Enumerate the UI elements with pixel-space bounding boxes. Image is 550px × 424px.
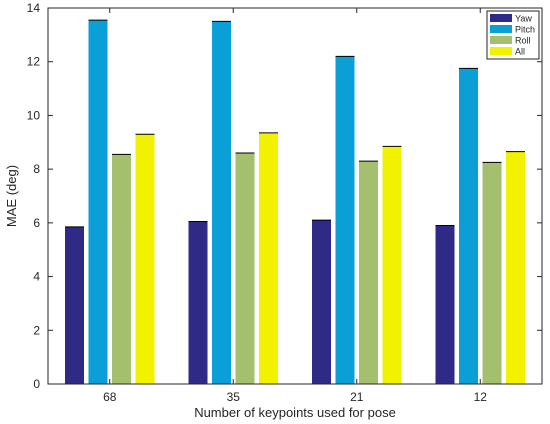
bar-yaw-12 xyxy=(435,225,455,384)
bar-roll-12 xyxy=(482,162,502,384)
x-tick-label: 12 xyxy=(474,390,488,404)
x-tick-label: 35 xyxy=(227,390,241,404)
bars-group xyxy=(65,19,525,385)
legend-swatch-all xyxy=(490,47,512,55)
bar-all-68 xyxy=(135,134,155,384)
x-tick-label: 68 xyxy=(103,390,117,404)
x-axis: 68 35 21 12 xyxy=(103,8,487,404)
bar-pitch-35 xyxy=(212,21,231,385)
bar-pitch-68 xyxy=(88,20,108,384)
legend-label-yaw: Yaw xyxy=(515,14,532,24)
legend-label-all: All xyxy=(515,47,525,57)
y-tick-label: 0 xyxy=(33,377,40,391)
bar-yaw-35 xyxy=(188,221,208,384)
y-tick-label: 4 xyxy=(33,270,40,284)
y-axis-label: MAE (deg) xyxy=(4,165,19,227)
bar-roll-21 xyxy=(359,161,378,384)
bar-pitch-12 xyxy=(459,68,478,384)
bar-roll-35 xyxy=(235,153,255,384)
bar-all-35 xyxy=(259,132,278,384)
bar-pitch-21 xyxy=(335,56,355,384)
y-tick-label: 12 xyxy=(27,55,41,69)
y-tick-label: 8 xyxy=(33,162,40,176)
legend-swatch-roll xyxy=(490,36,512,44)
y-tick-label: 6 xyxy=(33,216,40,230)
y-tick-label: 2 xyxy=(33,323,40,337)
legend-swatch-pitch xyxy=(490,25,512,33)
bar-roll-68 xyxy=(112,154,131,384)
legend-swatch-yaw xyxy=(490,14,512,22)
bar-yaw-21 xyxy=(312,220,331,384)
bar-all-21 xyxy=(382,146,402,384)
legend-label-pitch: Pitch xyxy=(515,25,535,35)
x-axis-label: Number of keypoints used for pose xyxy=(194,405,396,420)
legend-label-roll: Roll xyxy=(515,36,531,46)
plot-frame xyxy=(47,7,543,385)
y-tick-label: 10 xyxy=(27,108,41,122)
y-tick-label: 14 xyxy=(27,1,41,15)
x-tick-label: 21 xyxy=(350,390,364,404)
bar-yaw-68 xyxy=(65,226,84,384)
y-axis: 0 2 4 6 8 10 12 14 xyxy=(27,1,542,391)
bar-all-12 xyxy=(506,151,525,384)
